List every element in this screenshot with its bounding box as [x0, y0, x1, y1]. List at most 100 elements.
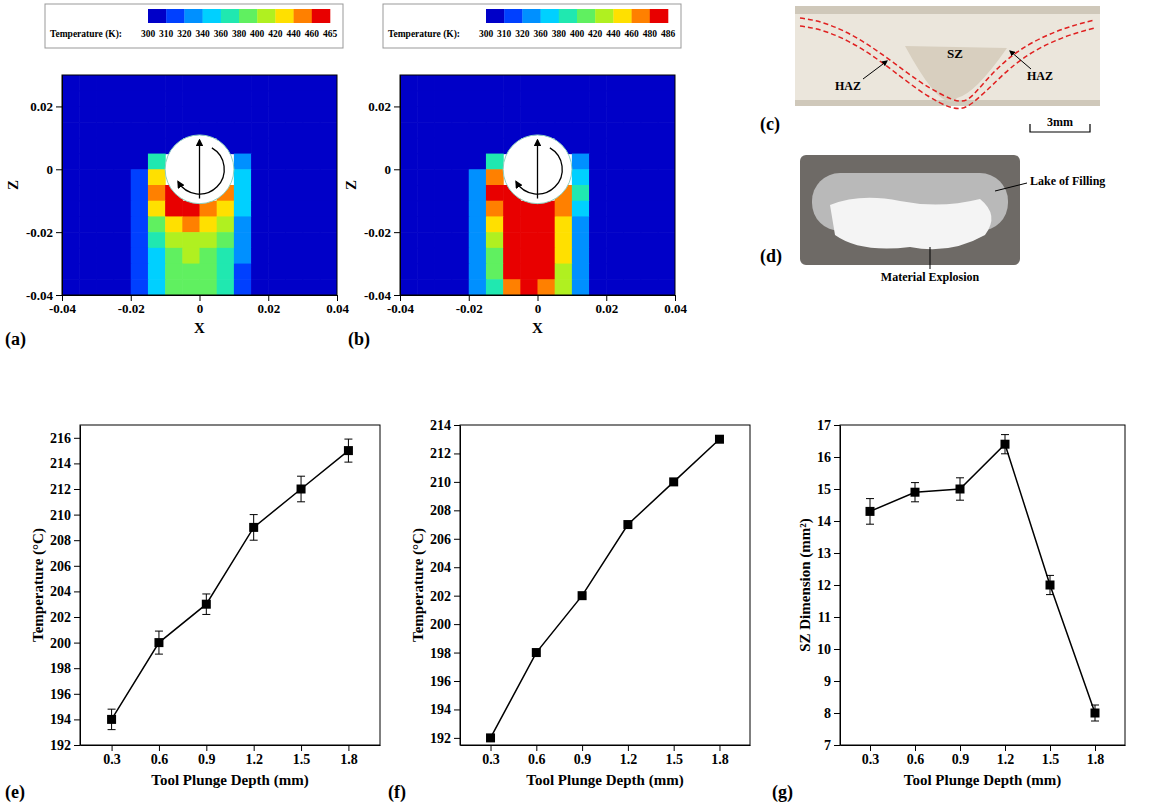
colorbar-tick-label: 360 [214, 29, 229, 39]
x-tick-label: 0.6 [907, 752, 925, 767]
heat-cell [434, 106, 452, 122]
heat-cell [538, 216, 556, 232]
heat-cell [589, 185, 607, 201]
photo-label: Material Explosion [881, 270, 980, 284]
rotation-arrow [178, 148, 224, 194]
heat-cell [165, 279, 183, 295]
x-axis-title: X [194, 320, 205, 336]
data-point [1046, 581, 1055, 590]
heat-cell [62, 185, 80, 201]
heat-cell [285, 138, 303, 154]
heat-cell [572, 75, 590, 91]
heat-cell [434, 264, 452, 280]
y-tick-mark [454, 624, 460, 625]
heat-cell [606, 248, 624, 264]
line-panel: 0.30.60.91.21.51.81921941961982002022042… [388, 418, 751, 803]
heat-cell [96, 122, 114, 138]
heat-cell [641, 106, 659, 122]
y-axis: -0.04-0.0200.02 [26, 76, 63, 303]
error-bar [956, 478, 964, 500]
heatmap-panel: -0.04-0.0200.020.04-0.04-0.0200.02XZ(a)3… [5, 4, 349, 350]
heat-cell [434, 216, 452, 232]
heat-cell [417, 75, 435, 91]
heat-cell [148, 154, 166, 170]
heat-cell [486, 91, 504, 107]
x-tick-mark [606, 295, 607, 301]
heat-cell [131, 185, 149, 201]
heat-cell [148, 75, 166, 91]
heat-cell [114, 185, 132, 201]
heat-cell [555, 91, 573, 107]
heat-cell [434, 248, 452, 264]
heat-cell [417, 122, 435, 138]
heat-cell [79, 279, 97, 295]
y-tick: 210 [50, 508, 80, 523]
heat-cell [400, 75, 418, 91]
photo-label: HAZ [835, 79, 861, 93]
x-axis: -0.04-0.0200.020.04 [49, 295, 349, 316]
x-tick-label: -0.02 [456, 301, 483, 316]
heat-cell [606, 122, 624, 138]
heat-cell [182, 91, 200, 107]
heat-cell [572, 279, 590, 295]
heat-cell [503, 216, 521, 232]
x-tick-label: 1.5 [293, 752, 311, 767]
y-tick: 192 [430, 731, 460, 746]
heat-cell [555, 75, 573, 91]
y-tick: 212 [430, 446, 460, 461]
y-tick: 194 [430, 702, 460, 717]
heat-cell [114, 91, 132, 107]
heat-cell [114, 216, 132, 232]
y-tick: 9 [824, 674, 840, 689]
y-tick-mark [56, 232, 62, 233]
heat-cell [417, 232, 435, 248]
y-tick-label: 196 [430, 674, 451, 689]
y-tick-label: -0.04 [364, 288, 392, 303]
heat-cell [303, 201, 321, 217]
heat-cell [589, 232, 607, 248]
heat-cell [131, 232, 149, 248]
heat-cell [268, 106, 286, 122]
x-tick: 0.04 [326, 295, 349, 316]
heat-cell [182, 232, 200, 248]
heat-cell [200, 75, 218, 91]
heat-cell [320, 169, 337, 185]
colorbar-swatch [148, 9, 167, 23]
series-line [491, 439, 720, 738]
x-tick-mark [301, 745, 302, 751]
heat-cell [148, 264, 166, 280]
heat-cell [417, 279, 435, 295]
heat-cell [520, 232, 538, 248]
x-tick-label: 1.5 [1042, 752, 1060, 767]
x-tick-mark [348, 745, 349, 751]
error-bar-cap [202, 593, 210, 594]
heat-cell [658, 201, 675, 217]
y-tick: 13 [817, 546, 840, 561]
heat-cell [131, 154, 149, 170]
x-tick: 0.9 [952, 745, 970, 767]
heat-cell [234, 169, 252, 185]
heat-cell [320, 75, 337, 91]
heat-cell [641, 169, 659, 185]
tool [503, 135, 572, 204]
error-bar [911, 483, 919, 502]
heat-cell [96, 232, 114, 248]
y-tick-mark [454, 482, 460, 483]
x-tick-label: -0.04 [49, 301, 77, 316]
heat-cell [268, 154, 286, 170]
heat-cell [182, 216, 200, 232]
heat-cell [606, 279, 624, 295]
heat-cell [285, 169, 303, 185]
heat-cell [417, 91, 435, 107]
heat-cell [469, 75, 487, 91]
y-tick-mark [74, 566, 80, 567]
y-tick: 196 [50, 687, 80, 702]
x-tick-mark [206, 745, 207, 751]
heat-cell [452, 122, 470, 138]
data-point [715, 435, 724, 444]
y-tick-mark [394, 295, 400, 296]
error-bar-cap [250, 540, 258, 541]
heat-cell [589, 216, 607, 232]
data-point [154, 638, 163, 647]
heat-cell [658, 138, 675, 154]
